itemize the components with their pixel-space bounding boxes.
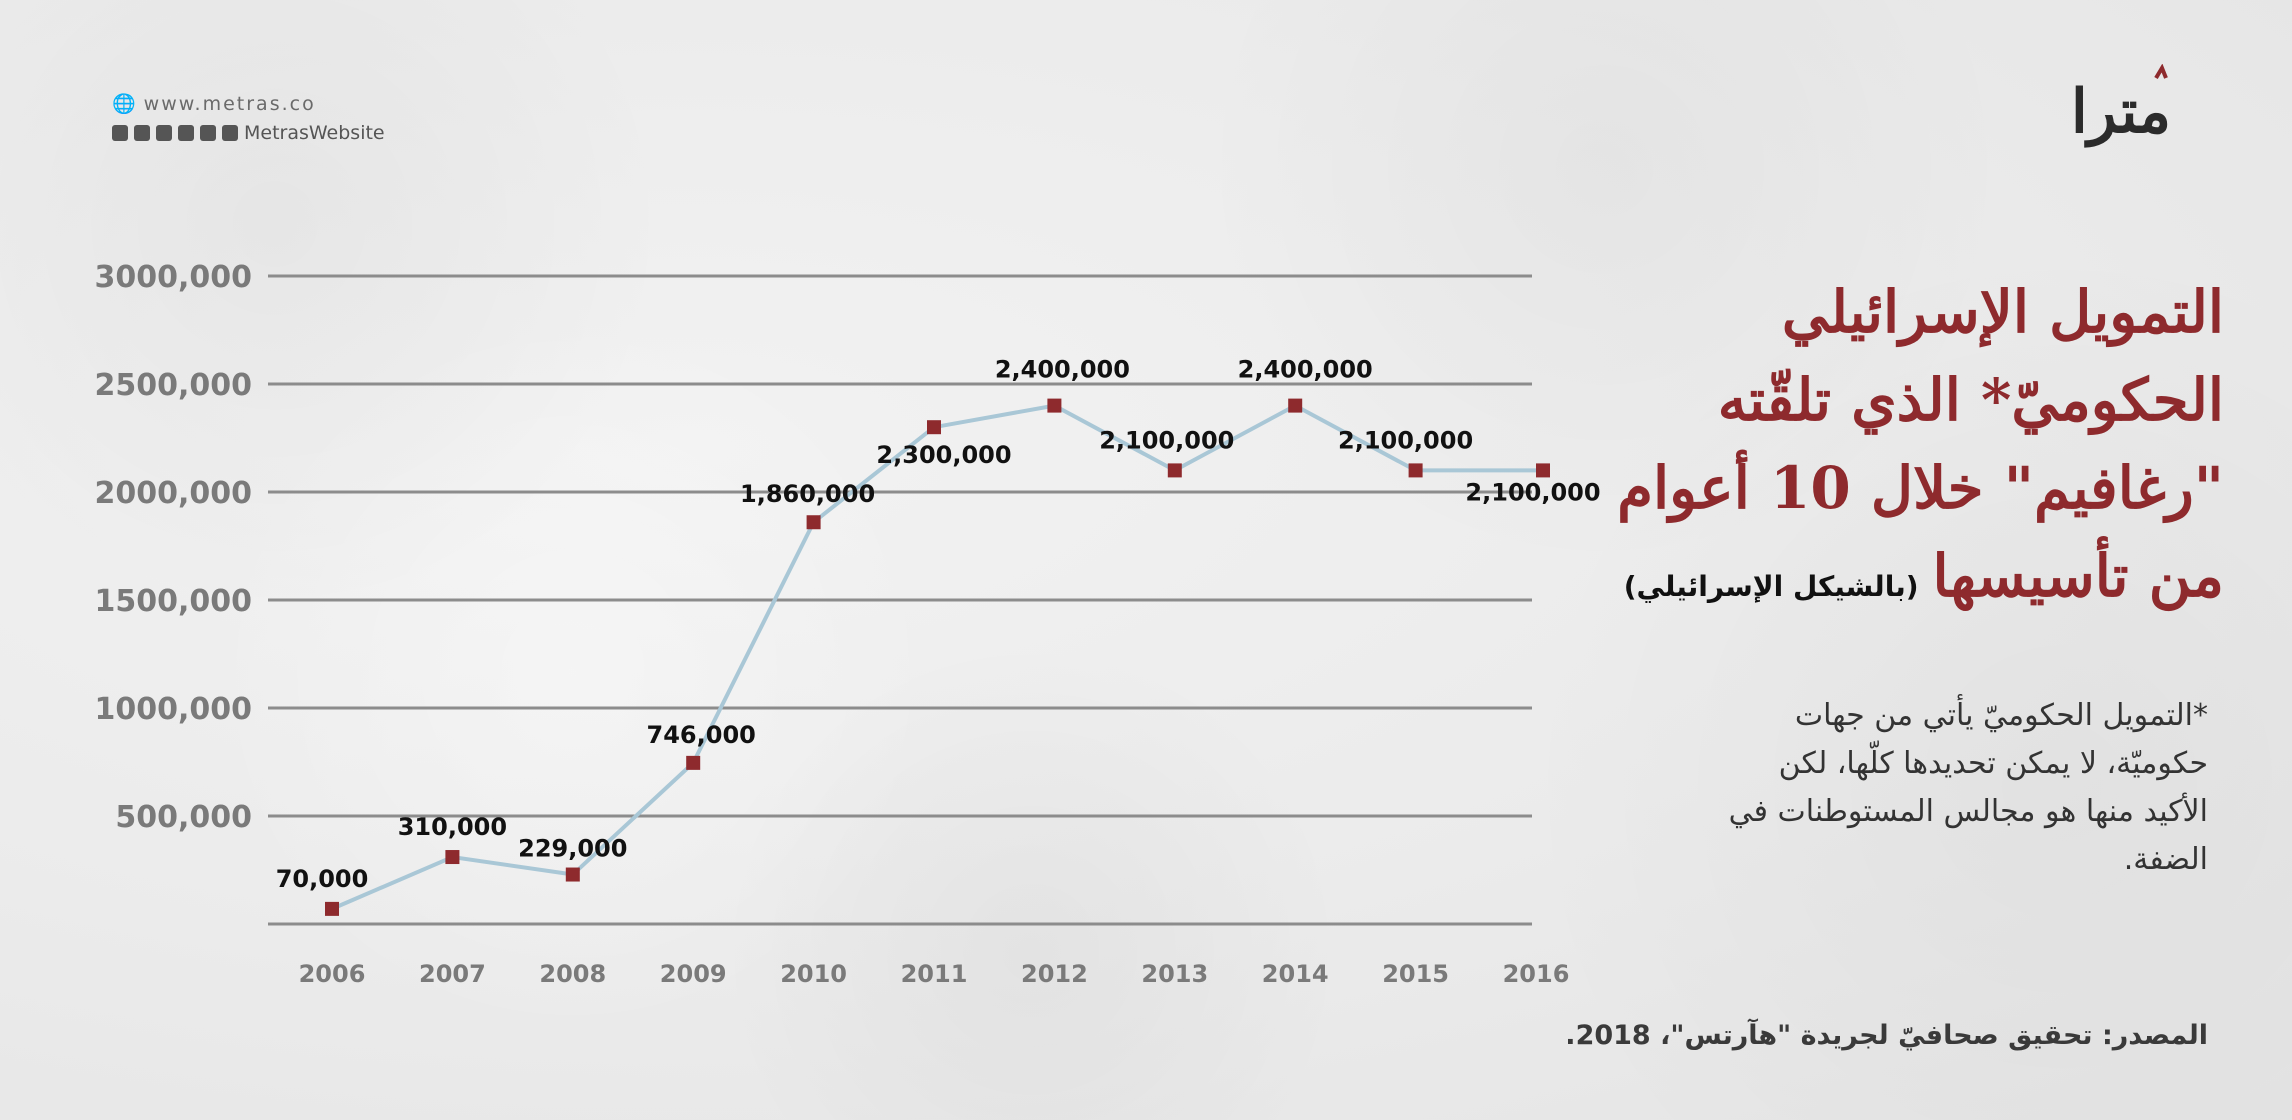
y-tick-label: 500,000 — [115, 800, 252, 835]
twitter-icon[interactable] — [156, 125, 172, 141]
metras-logo: مترا — [2071, 64, 2171, 148]
data-point — [1408, 463, 1423, 478]
title-line-2: الحكوميّ* الذي تلقّته — [1717, 366, 2224, 434]
data-label: 310,000 — [398, 813, 507, 841]
data-point — [325, 901, 339, 916]
y-tick-label: 2500,000 — [94, 368, 252, 403]
y-tick-label: 2000,000 — [94, 476, 252, 511]
chart-title: التمويل الإسرائيلي الحكوميّ* الذي تلقّته… — [1617, 268, 2224, 631]
data-label: 2,400,000 — [995, 356, 1130, 384]
data-points — [325, 398, 1550, 916]
x-tick-label: 2012 — [1021, 960, 1088, 988]
footnote: *التمويل الحكوميّ يأتي من جهات حكوميّة، … — [1668, 692, 2208, 884]
data-point — [565, 867, 580, 882]
logo-text: مترا — [2071, 77, 2171, 148]
title-line-4: من تأسيسها — [1932, 542, 2224, 610]
data-point — [927, 420, 941, 435]
x-tick-label: 2006 — [299, 960, 366, 988]
note-line-1: *التمويل الحكوميّ يأتي من جهات — [1794, 698, 2208, 733]
data-label: 746,000 — [647, 721, 756, 749]
x-tick-label: 2016 — [1503, 960, 1570, 988]
x-tick-label: 2014 — [1262, 960, 1329, 988]
line-chart: 500,000 1000,000 1500,000 2000,000 2500,000 3… — [94, 260, 1601, 988]
data-point — [1536, 463, 1550, 478]
x-tick-label: 2010 — [780, 960, 847, 988]
series-line — [331, 403, 1543, 911]
data-label: 2,100,000 — [1338, 426, 1473, 454]
data-labels: 70,000 310,000 229,000 746,000 1,860,0002,30… — [276, 356, 1601, 893]
soundcloud-icon[interactable] — [134, 125, 150, 141]
title-subtitle: (بالشيكل الإسرائيلي) — [1623, 570, 1919, 603]
x-tick-label: 2008 — [539, 960, 606, 988]
instagram-icon[interactable] — [222, 125, 238, 141]
gridlines — [268, 274, 1532, 926]
x-tick-label: 2011 — [901, 960, 968, 988]
data-point — [1167, 463, 1182, 478]
website-text: www.metras.co — [143, 92, 316, 115]
data-label: 229,000 — [518, 835, 627, 863]
data-point — [686, 755, 701, 770]
data-label: 2,100,000 — [1099, 426, 1234, 454]
note-line-3: الأكيد منها هو مجالس المستوطنات في — [1728, 794, 2208, 829]
x-tick-label: 2015 — [1382, 960, 1449, 988]
y-tick-label: 3000,000 — [94, 260, 252, 295]
data-label: 2,300,000 — [876, 441, 1011, 469]
facebook-icon[interactable] — [178, 125, 194, 141]
x-tick-label: 2013 — [1141, 960, 1208, 988]
source-credit: المصدر: تحقيق صحافيّ لجريدة "هآرتس"، 201… — [1565, 1020, 2208, 1051]
data-point — [445, 850, 460, 865]
note-line-4: الضفة. — [2123, 842, 2208, 877]
y-tick-labels: 500,000 1000,000 1500,000 2000,000 2500,000 3… — [94, 260, 252, 835]
social-bar: MetrasWebsite — [112, 122, 385, 144]
website-link[interactable]: 🌐 www.metras.co — [112, 92, 316, 116]
data-point — [1288, 398, 1303, 413]
y-tick-label: 1500,000 — [94, 584, 252, 619]
x-tick-label: 2009 — [660, 960, 727, 988]
data-label: 1,860,000 — [740, 480, 875, 508]
note-line-2: حكوميّة، لا يمكن تحديدها كلّها، لكن — [1778, 746, 2208, 781]
title-line-1: التمويل الإسرائيلي — [1781, 278, 2224, 346]
x-tick-label: 2007 — [419, 960, 486, 988]
vimeo-icon[interactable] — [112, 125, 128, 141]
social-handle: MetrasWebsite — [244, 122, 385, 144]
data-point — [1047, 398, 1062, 413]
data-label: 2,100,000 — [1465, 478, 1600, 506]
globe-icon: 🌐 — [112, 93, 138, 115]
title-line-3: "رغافيم" خلال 10 أعوام — [1617, 454, 2224, 522]
y-tick-label: 1000,000 — [94, 692, 252, 727]
data-label: 2,400,000 — [1238, 356, 1373, 384]
x-tick-labels: 2006 2007 2008 2009 2010 2011 2012 2013 2014 2015… — [299, 960, 1570, 988]
youtube-icon[interactable] — [200, 125, 216, 141]
data-label: 70,000 — [276, 865, 369, 893]
data-point — [806, 515, 821, 530]
